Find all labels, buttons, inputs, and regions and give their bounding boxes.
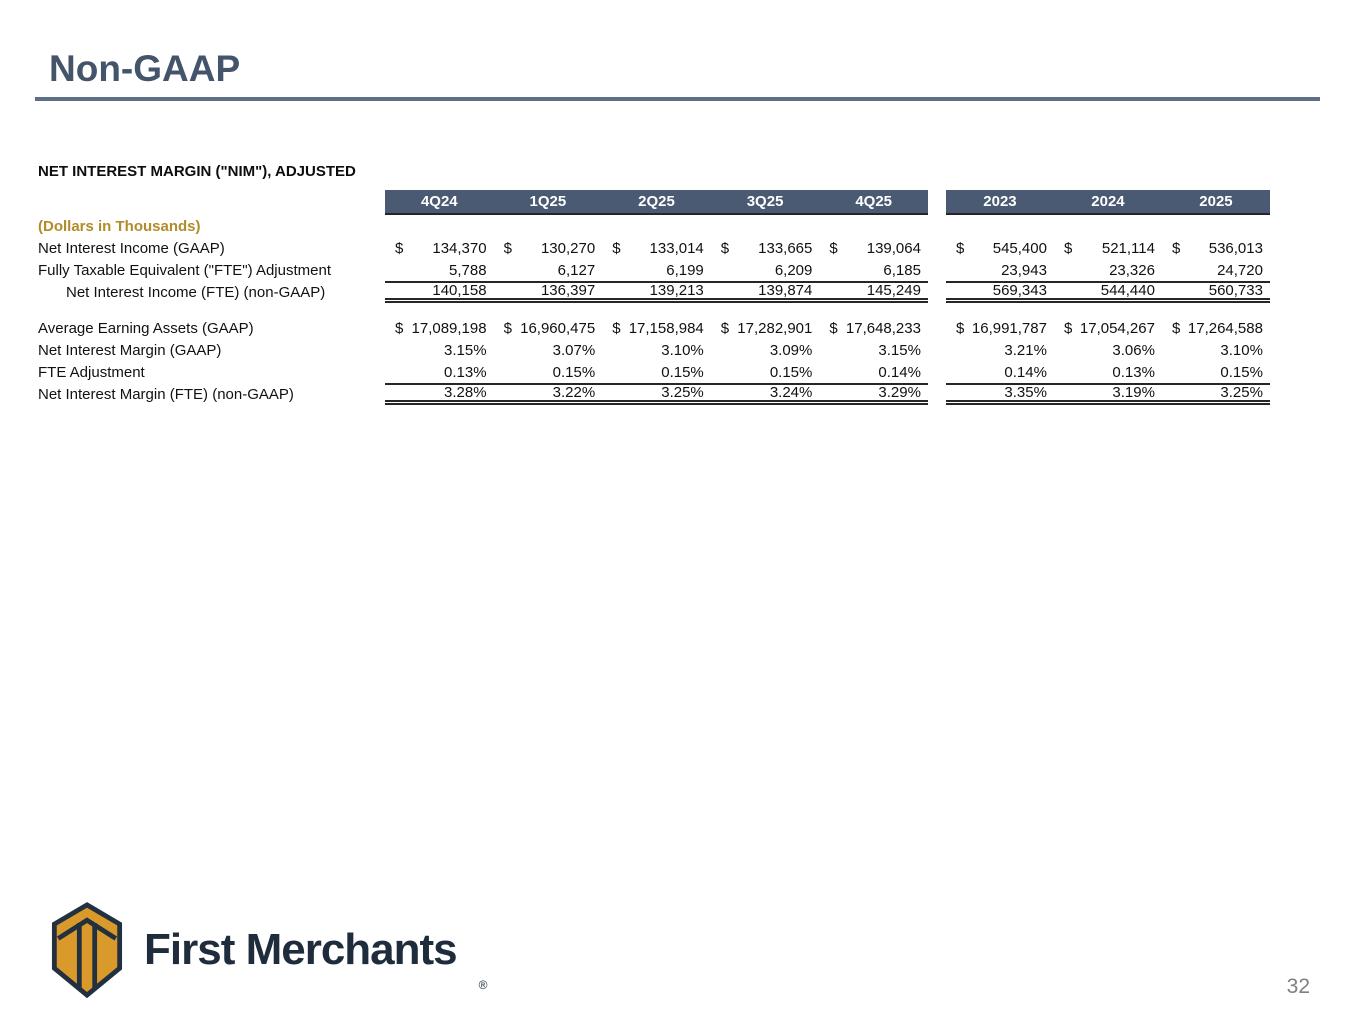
dollar-sign: $ — [503, 319, 512, 337]
value-cell: 0.15% — [1220, 363, 1263, 381]
value-cell: 544,440 — [1053, 281, 1162, 303]
value-cell: 139,213 — [602, 281, 711, 303]
value-cell: $17,158,984 — [612, 319, 704, 337]
value-cell: $536,013 — [1171, 239, 1263, 257]
row-label: Fully Taxable Equivalent ("FTE") Adjustm… — [38, 261, 331, 279]
value-cell: 0.14% — [1004, 363, 1047, 381]
value-cell: 6,199 — [666, 261, 704, 279]
year-column-header: 2025 — [1161, 190, 1270, 215]
value-cell: $16,991,787 — [955, 319, 1047, 337]
value-cell: 136,397 — [493, 281, 603, 303]
value-cell: $16,960,475 — [503, 319, 596, 337]
quarter-column-header: 2Q25 — [602, 190, 711, 215]
value-cell: 3.25% — [602, 383, 711, 405]
dollar-sign: $ — [395, 319, 404, 337]
value-cell: 3.09% — [769, 341, 813, 359]
value-cell: 23,943 — [1001, 261, 1047, 279]
dollar-sign: $ — [955, 319, 965, 337]
value-cell: $139,064 — [829, 239, 921, 257]
value-cell: 560,733 — [1161, 281, 1270, 303]
value-cell: 3.15% — [444, 341, 487, 359]
value-cell: $133,665 — [720, 239, 813, 257]
first-merchants-logo-icon — [51, 902, 123, 998]
logo-wordmark: First Merchants — [144, 925, 458, 974]
dollar-sign: $ — [503, 239, 512, 257]
value-cell: 5,788 — [449, 261, 487, 279]
value-cell: $134,370 — [395, 239, 487, 257]
dollar-sign: $ — [1063, 239, 1073, 257]
dollar-sign: $ — [1171, 319, 1181, 337]
value-cell: 3.24% — [710, 383, 820, 405]
nim-adjusted-table: (Dollars in Thousands) 4Q24 1Q25 2Q25 3Q25 4… — [38, 190, 1270, 405]
value-cell: 3.15% — [878, 341, 921, 359]
dollar-sign: $ — [829, 239, 838, 257]
value-cell: 145,249 — [819, 281, 928, 303]
value-cell: 0.13% — [1112, 363, 1155, 381]
dollar-sign: $ — [1063, 319, 1073, 337]
value-cell: 3.06% — [1112, 341, 1155, 359]
value-cell: 3.10% — [1220, 341, 1263, 359]
registered-trademark-symbol: ® — [478, 978, 488, 992]
value-cell: $133,014 — [612, 239, 704, 257]
value-cell: $17,054,267 — [1063, 319, 1155, 337]
row-label: Net Interest Margin (FTE) (non-GAAP) — [38, 385, 294, 403]
value-cell: $17,282,901 — [720, 319, 813, 337]
value-cell: 3.22% — [493, 383, 603, 405]
page-title: Non-GAAP — [49, 48, 241, 89]
year-column-header: 2024 — [1053, 190, 1162, 215]
year-column-header: 2023 — [945, 190, 1054, 215]
row-label: Net Interest Margin (GAAP) — [38, 341, 222, 359]
value-cell: $17,264,588 — [1171, 319, 1263, 337]
table-heading: NET INTEREST MARGIN ("NIM"), ADJUSTED — [38, 163, 356, 180]
value-cell: $17,648,233 — [829, 319, 921, 337]
quarter-column-header: 4Q24 — [385, 190, 494, 215]
value-cell: 24,720 — [1217, 261, 1263, 279]
row-label: Average Earning Assets (GAAP) — [38, 319, 254, 337]
page-number: 32 — [1286, 975, 1310, 998]
units-label: (Dollars in Thousands) — [38, 217, 201, 235]
value-cell: 3.29% — [819, 383, 928, 405]
value-cell: 3.35% — [945, 383, 1054, 405]
dollar-sign: $ — [720, 239, 730, 257]
value-cell: 140,158 — [385, 281, 494, 303]
value-cell: $545,400 — [955, 239, 1047, 257]
title-rule — [35, 97, 1320, 101]
value-cell: 0.15% — [661, 363, 704, 381]
value-cell: 0.14% — [878, 363, 921, 381]
quarter-column-header: 4Q25 — [819, 190, 928, 215]
value-cell: $17,089,198 — [395, 319, 487, 337]
dollar-sign: $ — [612, 319, 621, 337]
quarter-column-header: 3Q25 — [710, 190, 820, 215]
value-cell: 0.15% — [552, 363, 596, 381]
quarter-column-header: 1Q25 — [493, 190, 603, 215]
value-cell: 569,343 — [945, 281, 1054, 303]
dollar-sign: $ — [1171, 239, 1181, 257]
value-cell: 3.21% — [1004, 341, 1047, 359]
value-cell: 3.28% — [385, 383, 494, 405]
value-cell: 6,185 — [883, 261, 921, 279]
value-cell: 3.10% — [661, 341, 704, 359]
dollar-sign: $ — [955, 239, 965, 257]
row-label: Net Interest Income (GAAP) — [38, 239, 225, 257]
value-cell: 6,209 — [774, 261, 813, 279]
value-cell: 3.07% — [552, 341, 596, 359]
value-cell: 0.13% — [444, 363, 487, 381]
value-cell: 0.15% — [769, 363, 813, 381]
dollar-sign: $ — [612, 239, 621, 257]
dollar-sign: $ — [395, 239, 404, 257]
value-cell: 3.25% — [1161, 383, 1270, 405]
value-cell: 139,874 — [710, 281, 820, 303]
dollar-sign: $ — [829, 319, 838, 337]
dollar-sign: $ — [720, 319, 730, 337]
row-label: Net Interest Income (FTE) (non-GAAP) — [66, 283, 326, 301]
row-label: FTE Adjustment — [38, 363, 145, 381]
value-cell: 23,326 — [1109, 261, 1155, 279]
first-merchants-logo: First Merchants ® — [50, 902, 487, 998]
value-cell: $130,270 — [503, 239, 596, 257]
value-cell: $521,114 — [1063, 239, 1155, 257]
value-cell: 6,127 — [557, 261, 596, 279]
value-cell: 3.19% — [1053, 383, 1162, 405]
